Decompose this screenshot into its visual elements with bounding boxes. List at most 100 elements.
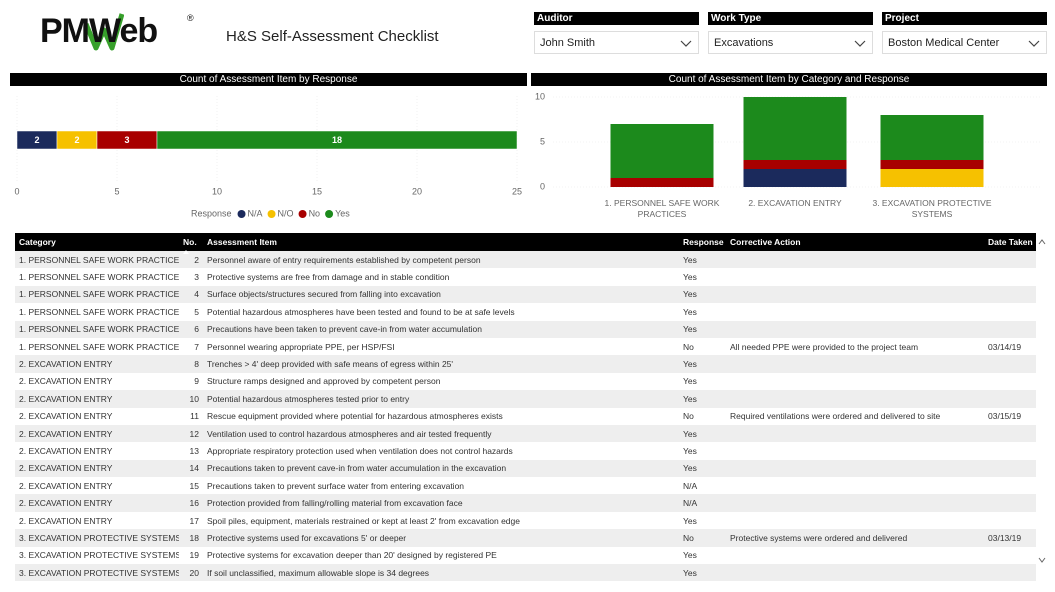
chevron[interactable] [854,40,866,48]
filter-dropdown[interactable]: John Smith [534,31,699,54]
table-cell: 19 [189,550,199,561]
column-header[interactable]: Date Taken [984,233,1036,251]
table-row[interactable]: 1. PERSONNEL SAFE WORK PRACTICES 6 Precaut… [15,320,1036,338]
chart-title: Count of Assessment Item by Category and… [531,73,1047,86]
table-cell [726,494,984,512]
table-cell: 1. PERSONNEL SAFE WORK PRACTICES [19,306,179,317]
table-row[interactable]: 3. EXCAVATION PROTECTIVE SYSTEMS 19 Protec… [15,547,1036,564]
x-tick-label: 3. EXCAVATION PROTECTIVE SYSTEMS [872,198,992,219]
table-cell [726,512,984,529]
legend-marker [237,210,246,218]
filter-dropdown[interactable]: Excavations [708,31,873,54]
table-cell: Yes [679,564,726,582]
table-cell: 1. PERSONNEL SAFE WORK PRACTICES [19,341,179,352]
table-cell: Yes [679,459,726,478]
table-row[interactable]: 2. EXCAVATION ENTRY 14 Precautions taken t… [15,459,1036,478]
table-cell: 17 [189,515,199,526]
x-tick-label: 20 [412,186,422,196]
scroll-up[interactable] [1038,239,1046,245]
x-tick-label: 1. PERSONNEL SAFE WORK PRACTICES [604,198,720,219]
table-cell: Rescue equipment provided where potentia… [207,411,503,422]
table-cell [984,373,1036,390]
bar-segment [743,169,847,187]
table-cell: No [683,341,694,352]
table-cell: 5 [194,306,199,317]
x-tick-label: 0 [14,186,19,196]
chevron[interactable] [680,40,692,48]
table-cell: 6 [179,320,203,338]
sort-indicator [182,250,189,254]
table-cell: Ventilation used to control hazardous at… [203,424,679,443]
table-cell [984,251,1036,269]
scroll-down[interactable] [1038,557,1046,563]
table-cell: 9 [194,376,199,387]
table-row[interactable]: 2. EXCAVATION ENTRY 8 Trenches > 4' deep p… [15,355,1036,373]
sort-arrow [182,250,189,254]
legend-marker [325,210,334,218]
table-cell: 2. EXCAVATION ENTRY [15,390,179,408]
table-cell [726,390,984,408]
column-header[interactable]: Category [15,233,179,251]
table-cell: 2. EXCAVATION ENTRY [19,445,113,456]
filter-label: Auditor [534,12,699,25]
table-cell: 18 [179,529,203,547]
legend-label: Yes [335,208,350,218]
table-cell: 03/15/19 [988,411,1022,422]
table-row[interactable]: 3. EXCAVATION PROTECTIVE SYSTEMS 18 Protec… [15,529,1036,547]
data-label: 18 [332,135,342,145]
table-row[interactable]: 1. PERSONNEL SAFE WORK PRACTICES 4 Surface… [15,285,1036,304]
filter-label: Work Type [708,12,873,25]
table-cell: 16 [179,494,203,512]
table-row[interactable]: 2. EXCAVATION ENTRY 13 Appropriate respira… [15,442,1036,459]
x-tick-label: 2. EXCAVATION ENTRY [748,198,842,208]
table-cell: 3 [194,272,199,283]
column-header[interactable]: Corrective Action [726,233,984,251]
column-header[interactable]: Response [679,233,726,251]
table-row[interactable]: 2. EXCAVATION ENTRY 16 Protection provided… [15,494,1036,512]
table-cell [726,477,984,494]
filter-value: John Smith [540,37,596,49]
table-cell: Protective systems used for excavations … [203,529,679,547]
legend: Response N/A N/O No Yes [191,208,350,218]
table-row[interactable]: 2. EXCAVATION ENTRY 9 Structure ramps desi… [15,373,1036,390]
y-tick-label: 5 [540,136,545,146]
response-chart: 0 5 10 15 20 25 2 2 3 18 Response N/A N/O No Yes [14,96,522,218]
table-row[interactable]: 2. EXCAVATION ENTRY 15 Precautions taken t… [15,477,1036,494]
table-row[interactable]: 3. EXCAVATION PROTECTIVE SYSTEMS 20 If soi… [15,564,1036,582]
table-cell: Potential hazardous atmospheres tested p… [203,390,679,408]
table-row[interactable]: 1. PERSONNEL SAFE WORK PRACTICES 2 Personn… [15,251,1036,269]
table-cell: Trenches > 4' deep provided with safe me… [203,355,679,373]
category-chart: 0 5 10 [535,91,1041,191]
filter-value: Boston Medical Center [888,37,1000,49]
table-cell [984,285,1036,304]
table-row[interactable]: 1. PERSONNEL SAFE WORK PRACTICES 5 Potenti… [15,303,1036,320]
filter-dropdown[interactable]: Boston Medical Center [882,31,1047,54]
table-cell: Yes [683,306,697,317]
table-cell [726,547,984,564]
table-cell: 4 [179,285,203,304]
table-row[interactable]: 2. EXCAVATION ENTRY 10 Potential hazardous… [15,390,1036,408]
checklist-table: Category No. Assessment Item Response Correc… [15,233,1036,582]
table-cell: N/A [679,494,726,512]
table-cell: 12 [179,424,203,443]
table-row[interactable]: 2. EXCAVATION ENTRY 11 Rescue equipment pr… [15,408,1036,425]
table-row[interactable]: 1. PERSONNEL SAFE WORK PRACTICES 7 Personn… [15,338,1036,355]
table-cell: 14 [179,459,203,478]
table-cell [726,424,984,443]
table-row[interactable]: 2. EXCAVATION ENTRY 17 Spoil piles, equipm… [15,512,1036,529]
table-cell: 3. EXCAVATION PROTECTIVE SYSTEMS [15,564,179,582]
table-cell [984,547,1036,564]
table-row[interactable]: 2. EXCAVATION ENTRY 12 Ventilation used to… [15,424,1036,443]
column-header[interactable]: No. [179,233,203,254]
table-cell [984,459,1036,478]
table-row[interactable]: 1. PERSONNEL SAFE WORK PRACTICES 3 Protect… [15,268,1036,285]
data-label: 3 [124,135,129,145]
table-cell [984,494,1036,512]
table-cell: Yes [679,390,726,408]
table-cell [726,355,984,373]
chevron[interactable] [1028,40,1040,48]
logo-mark: ® [187,13,194,23]
scrollbar[interactable] [1036,236,1048,566]
table-cell: 1. PERSONNEL SAFE WORK PRACTICES [15,251,179,269]
column-header[interactable]: Assessment Item [203,233,679,251]
